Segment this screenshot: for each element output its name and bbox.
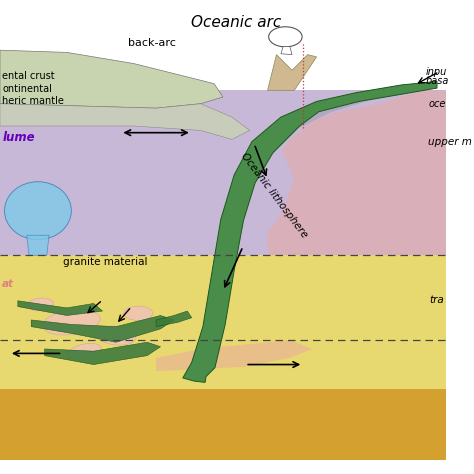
Polygon shape — [0, 126, 294, 255]
Polygon shape — [0, 255, 446, 389]
Text: inpu: inpu — [426, 66, 447, 77]
Text: ental crust: ental crust — [2, 71, 55, 81]
Polygon shape — [31, 316, 174, 342]
Text: ontinental: ontinental — [2, 84, 52, 94]
Polygon shape — [0, 389, 446, 460]
Text: oce: oce — [429, 99, 447, 109]
Polygon shape — [267, 55, 317, 91]
Polygon shape — [0, 104, 250, 139]
Ellipse shape — [43, 310, 100, 335]
Ellipse shape — [4, 182, 72, 240]
Polygon shape — [0, 15, 446, 91]
Text: granite material: granite material — [63, 257, 147, 267]
Polygon shape — [18, 301, 102, 316]
Ellipse shape — [269, 27, 302, 47]
Polygon shape — [156, 340, 312, 371]
Polygon shape — [267, 91, 446, 255]
Text: back-arc: back-arc — [128, 38, 175, 48]
Text: upper m: upper m — [428, 137, 472, 146]
Polygon shape — [183, 82, 437, 378]
Polygon shape — [0, 15, 446, 255]
Polygon shape — [281, 46, 292, 55]
Polygon shape — [156, 311, 192, 327]
Polygon shape — [27, 235, 49, 255]
Text: lume: lume — [2, 131, 35, 144]
Text: Oceanic lithosphere: Oceanic lithosphere — [239, 151, 310, 239]
Ellipse shape — [124, 306, 153, 320]
Text: heric mantle: heric mantle — [2, 97, 64, 107]
Ellipse shape — [68, 343, 101, 359]
Text: tra: tra — [429, 295, 444, 305]
Polygon shape — [0, 50, 223, 108]
Polygon shape — [45, 342, 161, 365]
Text: at: at — [2, 279, 14, 289]
Text: Oceanic arc: Oceanic arc — [191, 15, 282, 30]
Polygon shape — [183, 82, 437, 383]
Ellipse shape — [96, 326, 136, 345]
Ellipse shape — [27, 298, 54, 310]
Text: basa: basa — [426, 75, 449, 85]
